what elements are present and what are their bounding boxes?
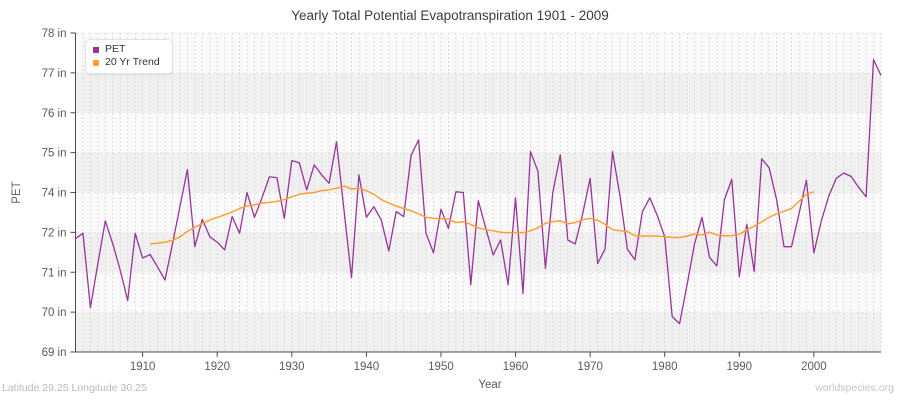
y-tick-label: 78 in	[42, 28, 67, 40]
x-tick-label: 1980	[652, 361, 678, 373]
x-tick-label: 1960	[503, 361, 529, 373]
y-tick-label: 77 in	[42, 68, 67, 80]
legend-item-trend: 20 Yr Trend	[93, 56, 160, 69]
x-tick-label: 1910	[130, 361, 156, 373]
y-tick-label: 74 in	[42, 188, 67, 200]
footer-watermark: worldspecies.org	[815, 382, 894, 394]
x-tick-label: 1990	[726, 361, 752, 373]
y-tick-label: 71 in	[42, 267, 67, 279]
footer-coordinates: Latitude 29.25 Longitude 30.25	[2, 382, 147, 394]
x-tick-label: 1970	[577, 361, 603, 373]
legend-label-pet: PET	[105, 43, 126, 55]
pet-line	[75, 58, 882, 325]
y-axis-title: PET	[11, 181, 23, 203]
x-tick-label: 1950	[428, 361, 454, 373]
y-tick-label: 70 in	[42, 307, 67, 319]
legend-item-pet: PET	[93, 43, 160, 56]
legend-label-trend: 20 Yr Trend	[105, 56, 160, 68]
legend: PET 20 Yr Trend	[85, 39, 173, 74]
x-tick-label: 2000	[801, 361, 827, 373]
x-axis-title: Year	[478, 379, 501, 391]
x-tick-label: 1930	[279, 361, 305, 373]
chart-title: Yearly Total Potential Evapotranspiratio…	[291, 8, 609, 23]
y-tick-label: 69 in	[42, 347, 67, 359]
trend-series-swatch	[93, 59, 99, 66]
y-tick-label: 72 in	[42, 227, 67, 239]
x-tick-label: 1920	[204, 361, 230, 373]
y-tick-label: 75 in	[42, 148, 67, 160]
trend-line	[150, 185, 815, 245]
y-tick-label: 76 in	[42, 108, 67, 120]
x-tick-label: 1940	[354, 361, 380, 373]
pet-series-swatch	[93, 46, 99, 53]
